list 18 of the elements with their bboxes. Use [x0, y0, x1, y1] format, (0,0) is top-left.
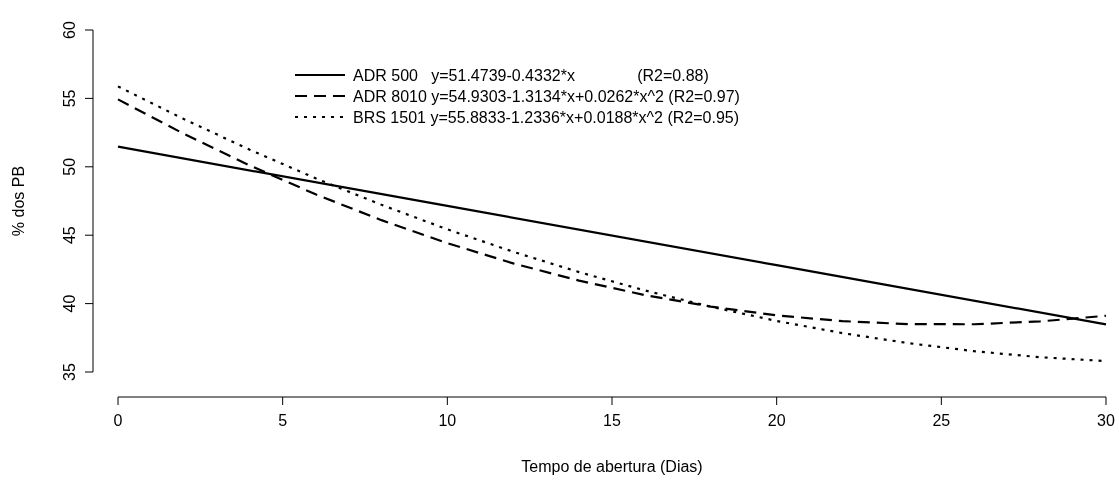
x-axis-title: Tempo de abertura (Dias)	[521, 458, 703, 475]
legend-label: BRS 1501 y=55.8833-1.2336*x+0.0188*x^2 (R2=0.95)	[353, 109, 740, 126]
x-tick-label: 0	[113, 412, 123, 429]
y-tick-label: 55	[61, 89, 78, 108]
y-tick-label: 60	[61, 21, 78, 39]
y-tick-label: 50	[61, 157, 78, 176]
y-tick-label: 35	[61, 363, 78, 381]
y-tick-label: 45	[61, 226, 78, 245]
legend-label: ADR 500 y=51.4739-0.4332*x (R2=0.88)	[353, 67, 709, 84]
x-tick-label: 20	[767, 412, 786, 429]
y-axis-title: % dos PB	[10, 165, 27, 237]
x-tick-label: 5	[278, 412, 288, 429]
x-tick-label: 30	[1097, 412, 1115, 429]
y-tick-label: 40	[61, 294, 78, 313]
x-tick-label: 25	[932, 412, 951, 429]
legend-label: ADR 8010 y=54.9303-1.3134*x+0.0262*x^2 (R2=0.97)	[353, 88, 740, 105]
x-tick-label: 10	[438, 412, 457, 429]
x-tick-label: 15	[603, 412, 621, 429]
